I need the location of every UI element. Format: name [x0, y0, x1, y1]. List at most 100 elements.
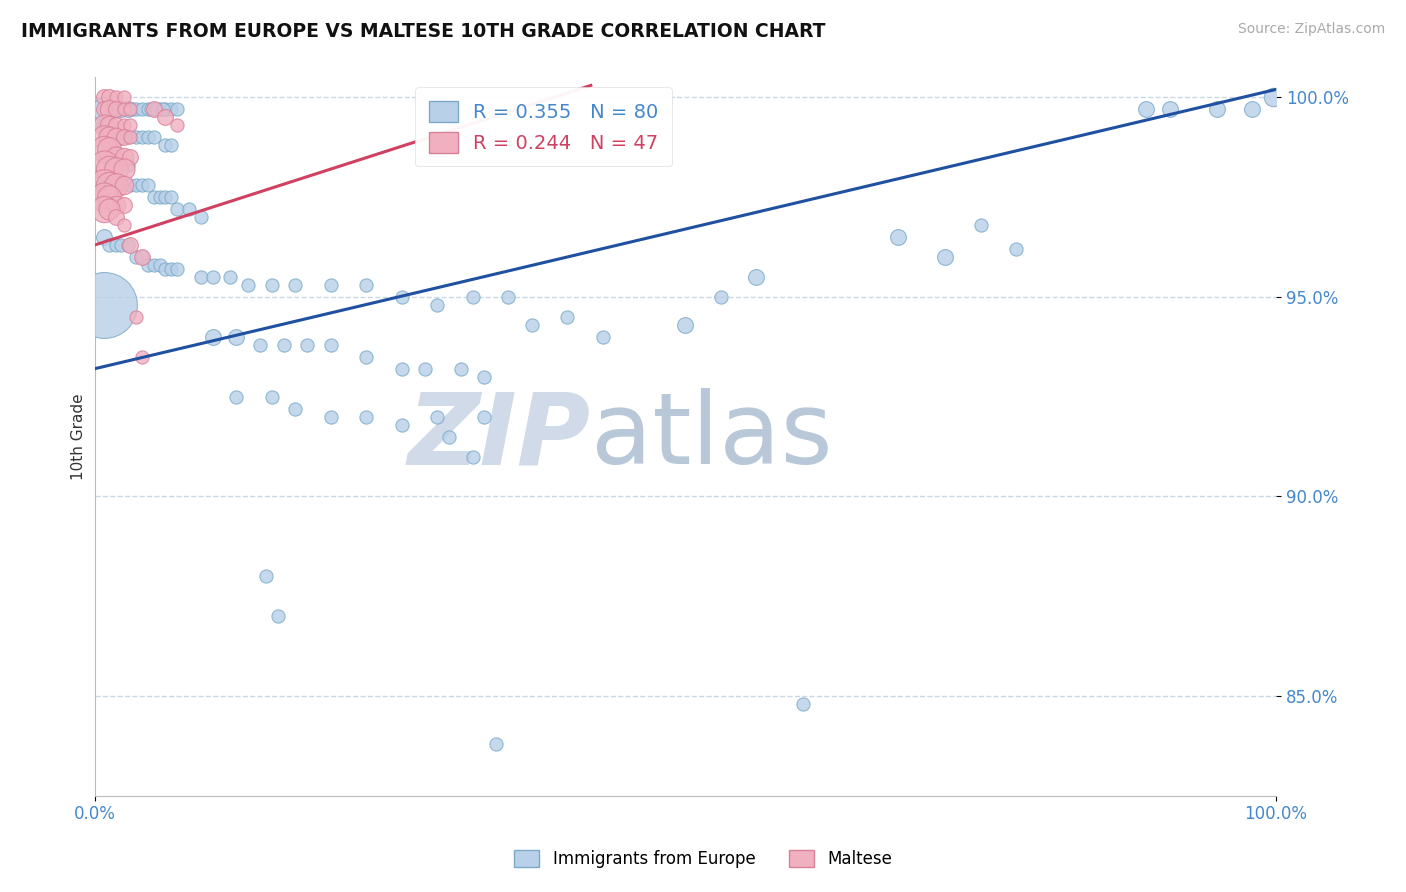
Point — [142, 130, 165, 145]
Point — [145, 103, 167, 117]
Point — [97, 103, 120, 117]
Point — [104, 238, 127, 252]
Point — [118, 150, 141, 164]
Point — [155, 138, 177, 153]
Point — [97, 162, 120, 177]
Point — [297, 338, 319, 352]
Text: atlas: atlas — [591, 388, 832, 485]
Point — [125, 130, 148, 145]
Point — [415, 361, 437, 376]
Point — [91, 150, 114, 164]
Point — [166, 103, 188, 117]
Point — [93, 190, 115, 204]
Point — [166, 262, 188, 277]
Point — [710, 290, 733, 304]
Point — [93, 103, 115, 117]
Point — [93, 202, 115, 216]
Point — [225, 330, 247, 344]
Point — [97, 119, 120, 133]
Point — [93, 142, 115, 156]
Point — [100, 178, 122, 193]
Point — [141, 103, 163, 117]
Point — [97, 238, 120, 252]
Point — [104, 178, 127, 193]
Point — [112, 150, 135, 164]
Point — [97, 142, 120, 156]
Text: ZIP: ZIP — [408, 388, 591, 485]
Point — [104, 198, 127, 212]
Point — [112, 162, 135, 177]
Point — [391, 361, 413, 376]
Point — [93, 178, 115, 193]
Point — [104, 90, 127, 104]
Point — [131, 350, 153, 364]
Point — [485, 737, 508, 751]
Legend: R = 0.355   N = 80, R = 0.244   N = 47: R = 0.355 N = 80, R = 0.244 N = 47 — [415, 87, 672, 167]
Y-axis label: 10th Grade: 10th Grade — [72, 393, 86, 480]
Point — [93, 130, 115, 145]
Point — [474, 369, 496, 384]
Point — [166, 202, 188, 216]
Point — [190, 210, 212, 224]
Point — [117, 130, 139, 145]
Point — [148, 258, 170, 272]
Point — [93, 119, 115, 133]
Point — [254, 569, 277, 583]
Point — [112, 119, 135, 133]
Point — [474, 409, 496, 424]
Point — [97, 178, 120, 193]
Point — [319, 277, 342, 292]
Point — [1241, 103, 1264, 117]
Point — [1206, 103, 1229, 117]
Point — [190, 270, 212, 285]
Point — [555, 310, 578, 324]
Point — [260, 390, 283, 404]
Point — [155, 262, 177, 277]
Point — [97, 103, 120, 117]
Point — [117, 158, 139, 172]
Point — [118, 238, 141, 252]
Point — [887, 230, 910, 244]
Point — [260, 277, 283, 292]
Point — [125, 310, 148, 324]
Point — [93, 178, 115, 193]
Point — [118, 103, 141, 117]
Point — [160, 103, 183, 117]
Point — [1261, 90, 1284, 104]
Point — [97, 90, 120, 104]
Point — [267, 609, 290, 624]
Point — [112, 130, 135, 145]
Point — [112, 103, 135, 117]
Point — [319, 338, 342, 352]
Point — [238, 277, 260, 292]
Point — [155, 103, 177, 117]
Point — [152, 103, 174, 117]
Point — [314, 808, 336, 822]
Point — [118, 119, 141, 133]
Point — [319, 409, 342, 424]
Point — [356, 409, 378, 424]
Point — [496, 290, 519, 304]
Point — [391, 290, 413, 304]
Point — [131, 103, 153, 117]
Point — [148, 103, 170, 117]
Point — [107, 178, 129, 193]
Point — [155, 111, 177, 125]
Point — [125, 103, 148, 117]
Point — [142, 190, 165, 204]
Point — [93, 158, 115, 172]
Point — [934, 250, 956, 264]
Legend: Immigrants from Europe, Maltese: Immigrants from Europe, Maltese — [508, 843, 898, 875]
Point — [450, 361, 472, 376]
Point — [201, 330, 224, 344]
Text: Source: ZipAtlas.com: Source: ZipAtlas.com — [1237, 22, 1385, 37]
Point — [142, 103, 165, 117]
Point — [93, 230, 115, 244]
Point — [97, 130, 120, 145]
Point — [112, 178, 135, 193]
Point — [745, 270, 768, 285]
Point — [110, 130, 132, 145]
Point — [136, 103, 159, 117]
Point — [136, 130, 159, 145]
Point — [284, 401, 307, 416]
